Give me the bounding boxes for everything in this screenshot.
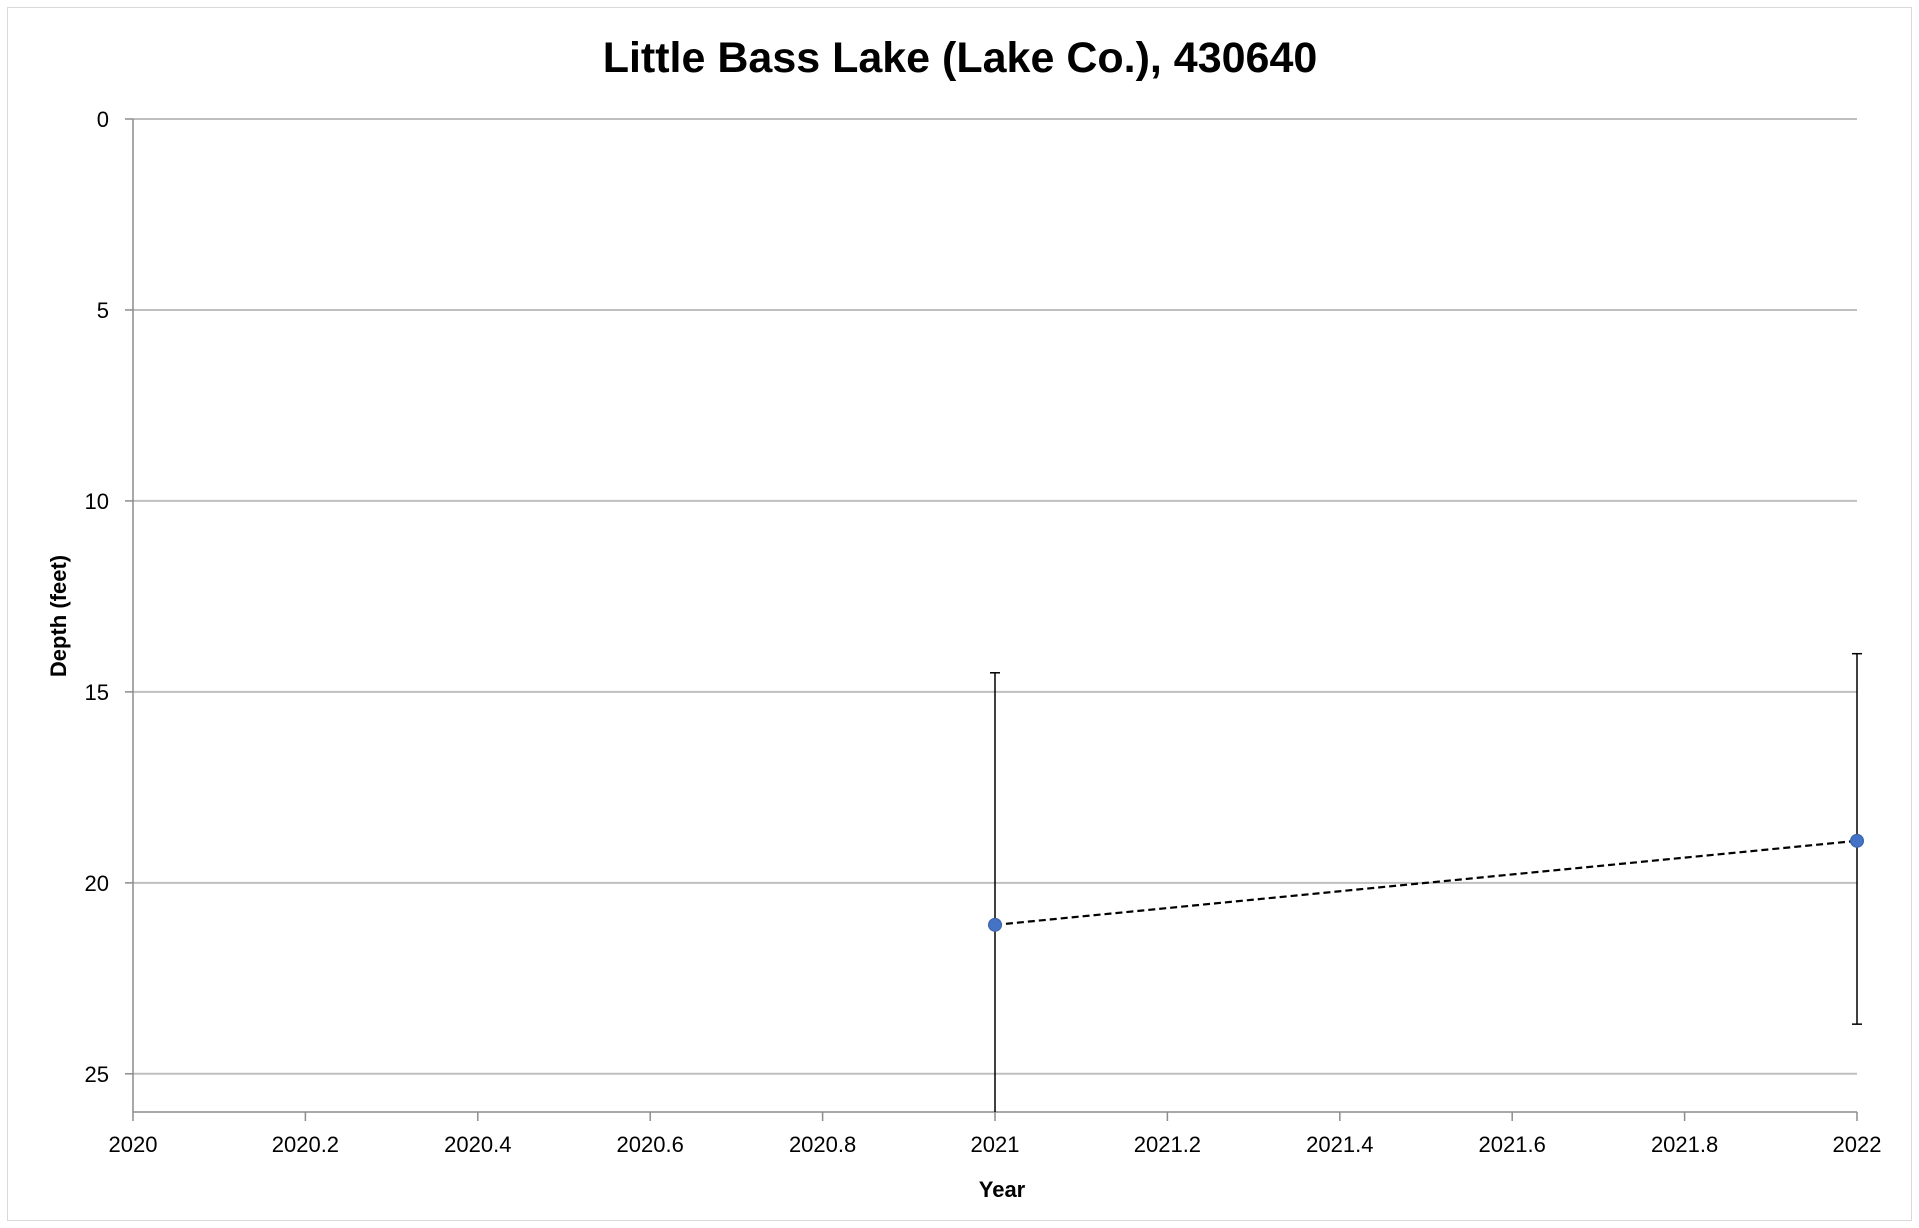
y-tick-label: 25	[85, 1062, 109, 1087]
chart-title: Little Bass Lake (Lake Co.), 430640	[603, 34, 1318, 82]
y-tick-label: 20	[85, 871, 109, 896]
x-tick-label: 2020.8	[789, 1132, 856, 1157]
x-tick-label: 2021.8	[1651, 1132, 1718, 1157]
x-tick-label: 2021	[971, 1132, 1020, 1157]
chart-frame	[7, 7, 1912, 1221]
x-tick-label: 2021.2	[1134, 1132, 1201, 1157]
y-axis-title: Depth (feet)	[46, 555, 71, 677]
x-tick-label: 2020.6	[617, 1132, 684, 1157]
x-tick-label: 2022	[1833, 1132, 1882, 1157]
y-tick-label: 10	[85, 489, 109, 514]
x-tick-label: 2020.2	[272, 1132, 339, 1157]
x-tick-label: 2021.6	[1479, 1132, 1546, 1157]
y-tick-label: 5	[97, 298, 109, 323]
y-tick-label: 15	[85, 680, 109, 705]
x-tick-label: 2021.4	[1306, 1132, 1373, 1157]
x-tick-label: 2020	[109, 1132, 158, 1157]
data-point	[1850, 833, 1864, 848]
series-line	[994, 839, 1858, 926]
x-tick-label: 2020.4	[444, 1132, 511, 1157]
data-point	[988, 917, 1002, 932]
x-axis-title: Year	[979, 1177, 1026, 1202]
y-tick-label: 0	[97, 107, 109, 132]
